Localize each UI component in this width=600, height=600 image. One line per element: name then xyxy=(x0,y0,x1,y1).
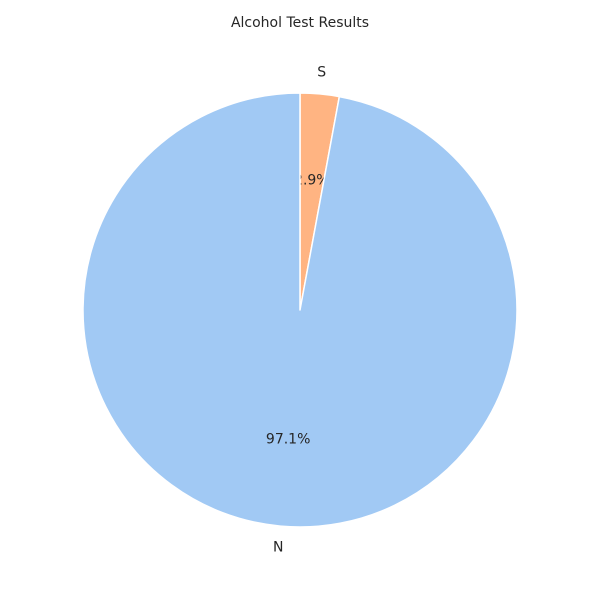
pie-pct-label-s: 2.9% xyxy=(294,172,330,188)
chart-title: Alcohol Test Results xyxy=(230,15,370,31)
pie-pct-label-n: 97.1% xyxy=(266,432,310,448)
pie-slice-n xyxy=(82,92,518,528)
pie-category-label-s: S xyxy=(317,64,326,80)
pie-category-label-n: N xyxy=(273,540,283,556)
